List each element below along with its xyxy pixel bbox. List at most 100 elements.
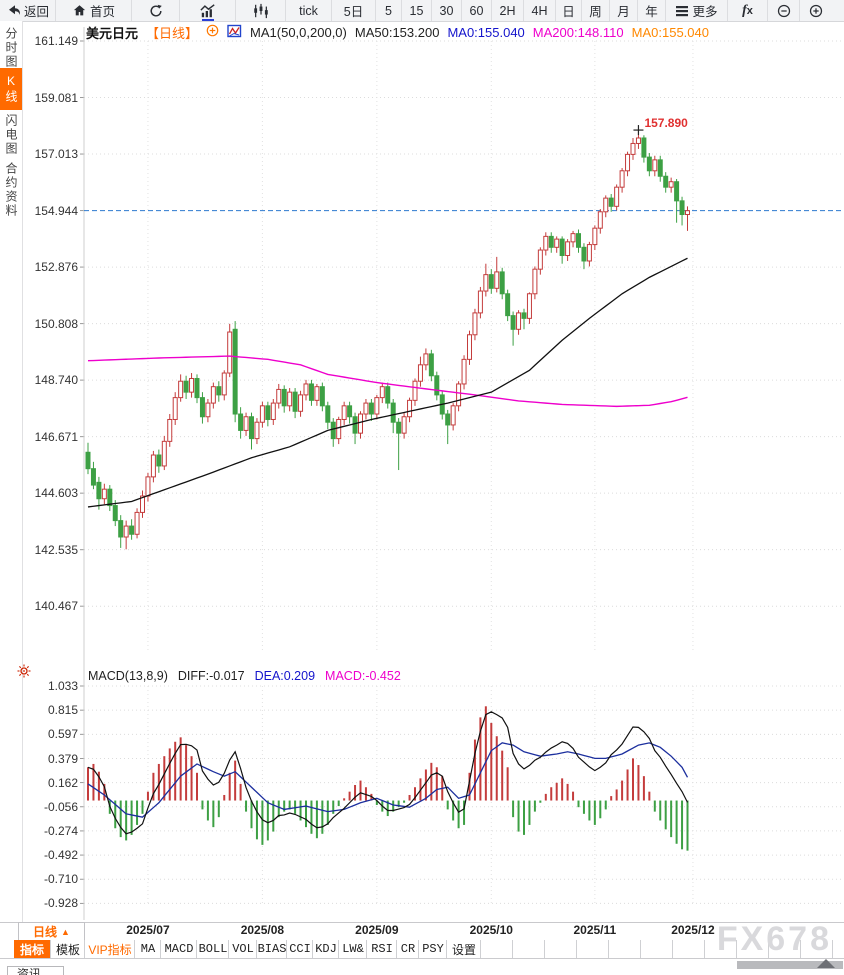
news-tab[interactable]: 资讯 — [7, 966, 64, 975]
back-button[interactable]: 返回 — [0, 0, 56, 21]
top-toolbar: 返回 首页 tick 5日 5 15 30 60 2H 4H 日 周 月 年 更… — [0, 0, 844, 22]
indicator-button-kdj[interactable]: KDJ — [313, 940, 339, 958]
interval-5m-label: 5 — [385, 3, 392, 18]
interval-tick-button[interactable]: tick — [286, 0, 332, 21]
indicator-toolbar: 指标 模板 VIP指标 MA MACD BOLL VOL BIAS CCI KDJ LW& RSI CR… — [0, 940, 844, 959]
ma-legend-item: MA0:155.040 — [631, 24, 709, 40]
more-button[interactable]: 更多 — [666, 0, 728, 21]
indicator-button-rsi[interactable]: RSI — [367, 940, 397, 958]
interval-60m-button[interactable]: 60 — [462, 0, 492, 21]
indicator-button-vol[interactable]: VOL — [229, 940, 257, 958]
bottom-strip — [0, 958, 844, 975]
left-sidebar: 分时图 K线图 闪电图 合约资料 — [0, 21, 40, 975]
candle-chart-icon — [252, 3, 270, 19]
indicator-button-empty — [609, 940, 641, 958]
interval-4h-button[interactable]: 4H — [524, 0, 556, 21]
interval-4h-label: 4H — [531, 3, 548, 18]
macd-axis-label: 0.597 — [47, 727, 78, 742]
indicator-button-lw&[interactable]: LW& — [339, 940, 367, 958]
period-selector[interactable]: 日线 ▲ — [18, 922, 85, 941]
indicator-button-empty — [769, 940, 801, 958]
price-axis-label: 161.149 — [34, 34, 78, 48]
macd-axis-label: 0.379 — [47, 751, 78, 766]
price-axis-label: 152.876 — [34, 260, 78, 275]
macd-title: MACD(13,8,9) — [88, 669, 168, 683]
scroll-up-arrow-icon[interactable] — [817, 959, 835, 968]
indicator-button-empty — [545, 940, 577, 958]
macd-axis-label: 0.815 — [47, 703, 78, 718]
indicator-button-macd[interactable]: MACD — [161, 940, 197, 958]
macd-header: MACD(13,8,9) DIFF:-0.017 DEA:0.209 MACD:… — [88, 668, 401, 684]
zoom-out-icon — [776, 3, 792, 19]
price-axis-label: 154.944 — [34, 203, 78, 218]
interval-month-button[interactable]: 月 — [610, 0, 638, 21]
macd-diff-value: DIFF:-0.017 — [177, 669, 245, 683]
ma-legend-item: MA50:153.200 — [354, 24, 440, 40]
indicator-button-cci[interactable]: CCI — [287, 940, 313, 958]
price-axis-label: 150.808 — [34, 316, 78, 331]
back-label: 返回 — [23, 5, 49, 19]
refresh-button[interactable] — [132, 0, 180, 21]
indicator-button-boll[interactable]: BOLL — [197, 940, 229, 958]
line-chart-icon — [199, 3, 217, 19]
indicator-button-bias[interactable]: BIAS — [257, 940, 287, 958]
chevron-up-icon: ▲ — [61, 926, 70, 937]
interval-5d-button[interactable]: 5日 — [332, 0, 376, 21]
interval-week-button[interactable]: 周 — [582, 0, 610, 21]
price-axis-label: 157.013 — [34, 147, 78, 162]
home-label: 首页 — [89, 5, 115, 19]
sidebar-tab-lightning[interactable]: 闪电图 — [4, 114, 18, 156]
interval-15m-button[interactable]: 15 — [402, 0, 432, 21]
month-label: 2025/11 — [573, 923, 617, 937]
indicator-button-psy[interactable]: PSY — [419, 940, 447, 958]
macd-axis-label: 1.033 — [47, 679, 78, 693]
indicator-settings-icon[interactable] — [17, 664, 31, 683]
price-axis-label: 146.671 — [34, 429, 78, 444]
line-chart-mode-button[interactable] — [180, 0, 236, 21]
interval-30m-button[interactable]: 30 — [432, 0, 462, 21]
macd-axis-label: -0.056 — [43, 799, 78, 814]
macd-hist-value: MACD:-0.452 — [325, 669, 401, 683]
indicator-button-模板[interactable]: 模板 — [51, 940, 85, 958]
peak-price-annotation: 157.890 — [644, 116, 688, 131]
sidebar-tab-timeshare[interactable]: 分时图 — [4, 27, 18, 69]
month-label: 2025/10 — [469, 923, 513, 937]
home-button[interactable]: 首页 — [56, 0, 132, 21]
period-selector-label: 日线 — [33, 925, 58, 939]
price-chart-header: 美元日元 【日线】 MA1(50,0,200,0) MA50:153.200 MA… — [86, 23, 717, 41]
sidebar-tab-contract-info[interactable]: 合约资料 — [4, 162, 18, 218]
indicator-button-设置[interactable]: 设置 — [447, 940, 481, 958]
month-label: 2025/08 — [240, 923, 285, 937]
interval-2h-label: 2H — [499, 3, 516, 18]
candle-chart-mode-button[interactable] — [236, 0, 286, 21]
price-axis-label: 144.603 — [34, 486, 78, 501]
indicator-button-ma[interactable]: MA — [135, 940, 161, 958]
formula-button[interactable]: fx — [728, 0, 768, 21]
ma-params: MA1(50,0,200,0) — [250, 24, 347, 40]
month-label: 2025/09 — [355, 923, 399, 937]
interval-60m-label: 60 — [469, 3, 484, 18]
horizontal-scrollbar[interactable] — [737, 959, 843, 969]
ma-settings-icon[interactable] — [227, 24, 242, 41]
macd-axis-label: -0.492 — [43, 848, 78, 863]
indicator-button-empty — [577, 940, 609, 958]
indicator-button-vip指标[interactable]: VIP指标 — [85, 940, 135, 958]
indicator-button-指标[interactable]: 指标 — [13, 940, 51, 958]
interval-5m-button[interactable]: 5 — [376, 0, 402, 21]
back-icon — [6, 3, 21, 18]
interval-day-button[interactable]: 日 — [556, 0, 582, 21]
home-icon — [72, 3, 87, 18]
refresh-icon — [148, 3, 164, 19]
zoom-in-button[interactable] — [800, 0, 832, 21]
interval-year-button[interactable]: 年 — [638, 0, 666, 21]
interval-month-label: 月 — [617, 5, 630, 19]
ma-legend: MA50:153.200 MA0:155.040 MA200:148.110 MA0:… — [355, 25, 717, 40]
add-indicator-icon[interactable] — [206, 24, 219, 40]
indicator-button-cr[interactable]: CR — [397, 940, 419, 958]
zoom-out-button[interactable] — [768, 0, 800, 21]
period-label: 【日线】 — [146, 25, 199, 41]
price-axis-label: 142.535 — [34, 542, 78, 557]
sidebar-tab-kline[interactable]: K线图 — [0, 68, 40, 110]
interval-2h-button[interactable]: 2H — [492, 0, 524, 21]
